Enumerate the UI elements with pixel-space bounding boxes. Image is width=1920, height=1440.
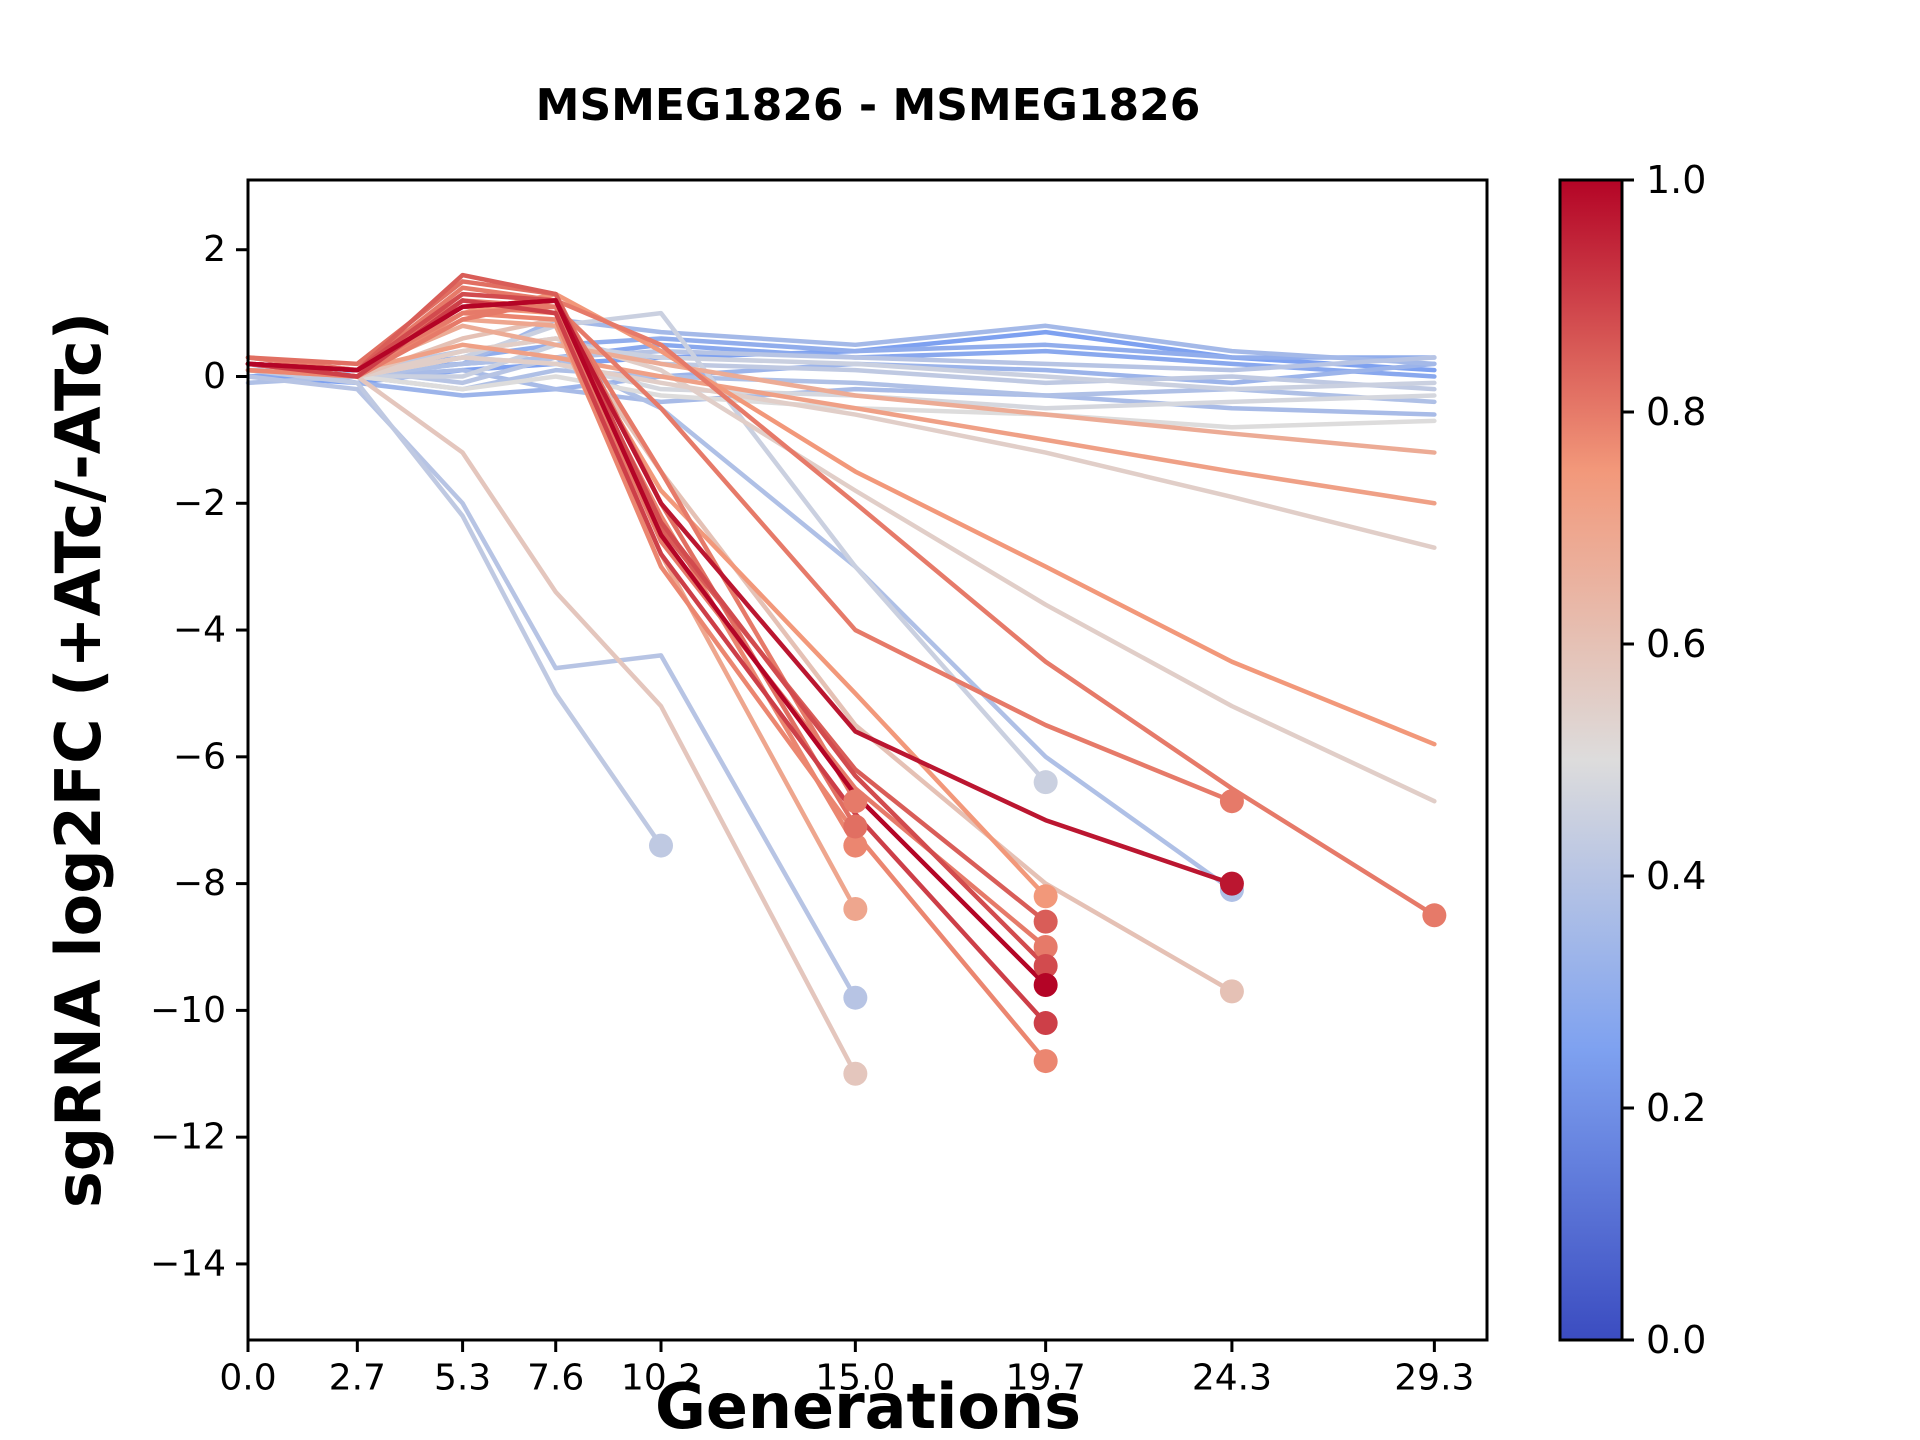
y-tick-label: −8 bbox=[173, 863, 226, 904]
y-tick-label: −12 bbox=[150, 1117, 226, 1158]
x-axis-label: Generations bbox=[655, 1370, 1081, 1440]
colorbar-gradient bbox=[1558, 178, 1624, 1342]
series-endpoint-marker bbox=[1033, 973, 1058, 998]
series-endpoint-marker bbox=[1219, 979, 1244, 1004]
series-endpoint-marker bbox=[649, 833, 673, 858]
colorbar-tick-label: 1.0 bbox=[1646, 158, 1706, 202]
x-tick-label: 15.0 bbox=[815, 1358, 895, 1399]
x-tick-label: 10.2 bbox=[621, 1358, 701, 1399]
colorbar-tick-label: 0.4 bbox=[1646, 854, 1706, 898]
series-lines bbox=[245, 272, 1437, 1077]
series-endpoint-marker bbox=[1033, 954, 1058, 979]
y-axis-ticks: 2 0 −2 −4 −6 −8 −10 −12 −14 bbox=[150, 229, 248, 1284]
series-endpoint-marker bbox=[1219, 871, 1244, 896]
x-tick-label: 24.3 bbox=[1192, 1358, 1272, 1399]
x-tick-label: 2.7 bbox=[329, 1358, 386, 1399]
axes: 0.0 2.7 5.3 7.6 10.2 15.0 19.7 24.3 29.3 2 0 −2 −4 −… bbox=[150, 178, 1489, 1399]
series-endpoint-marker bbox=[843, 896, 868, 921]
series-endpoint-marker bbox=[1033, 1049, 1058, 1074]
series-line bbox=[245, 298, 1048, 1026]
colorbar-ticks: 0.0 0.2 0.4 0.6 0.8 1.0 bbox=[1622, 158, 1706, 1362]
series-endpoint-marker bbox=[843, 1061, 868, 1086]
series-endpoint-marker bbox=[1033, 770, 1058, 795]
series-line bbox=[245, 342, 1437, 392]
series-line bbox=[245, 361, 1437, 430]
series-line bbox=[245, 310, 1048, 1064]
series-line bbox=[245, 317, 858, 912]
series-endpoint-marker bbox=[1033, 884, 1058, 909]
series-line bbox=[245, 342, 1437, 506]
series-endpoint-marker bbox=[1219, 789, 1244, 814]
colorbar-tick-label: 0.2 bbox=[1646, 1086, 1706, 1130]
colorbar-tick-label: 0.6 bbox=[1646, 622, 1706, 666]
series-line bbox=[245, 336, 1437, 804]
series-endpoint-marker bbox=[843, 833, 868, 858]
series-endpoint-marker bbox=[843, 985, 868, 1010]
y-tick-label: −4 bbox=[173, 610, 226, 651]
series-endpoint-marker bbox=[843, 789, 868, 814]
series-line bbox=[245, 374, 858, 1000]
series-endpoint-marker bbox=[843, 814, 868, 839]
plot-frame bbox=[246, 178, 1489, 1342]
colorbar: 0.0 0.2 0.4 0.6 0.8 1.0 bbox=[1558, 158, 1706, 1362]
series-endpoint-marker bbox=[1033, 1011, 1058, 1036]
series-line bbox=[245, 279, 858, 829]
series-endpoint-marker bbox=[1422, 903, 1447, 928]
x-tick-label: 7.6 bbox=[527, 1358, 584, 1399]
colorbar-tick-label: 0.0 bbox=[1646, 1318, 1706, 1362]
x-axis-ticks: 0.0 2.7 5.3 7.6 10.2 15.0 19.7 24.3 29.3 bbox=[219, 1340, 1474, 1399]
series-line bbox=[245, 367, 858, 1077]
y-tick-label: −10 bbox=[150, 990, 226, 1031]
series-line bbox=[245, 367, 664, 848]
series-endpoint-marker bbox=[1033, 934, 1058, 959]
y-axis-label: sgRNA log2FC (+ATc/-ATc) bbox=[42, 312, 115, 1208]
x-tick-label: 5.3 bbox=[434, 1358, 491, 1399]
chart-title: MSMEG1826 - MSMEG1826 bbox=[536, 80, 1201, 131]
y-tick-label: −6 bbox=[173, 736, 226, 777]
y-tick-label: −14 bbox=[150, 1243, 226, 1284]
y-tick-label: −2 bbox=[173, 483, 226, 524]
x-tick-label: 0.0 bbox=[219, 1358, 276, 1399]
y-tick-label: 2 bbox=[203, 229, 226, 270]
series-line bbox=[245, 298, 1437, 918]
x-tick-label: 29.3 bbox=[1394, 1358, 1474, 1399]
x-tick-label: 19.7 bbox=[1006, 1358, 1086, 1399]
y-tick-label: 0 bbox=[203, 356, 226, 397]
colorbar-tick-label: 0.8 bbox=[1646, 390, 1706, 434]
series-endpoint-markers bbox=[649, 770, 1447, 1086]
series-endpoint-marker bbox=[1033, 909, 1058, 934]
